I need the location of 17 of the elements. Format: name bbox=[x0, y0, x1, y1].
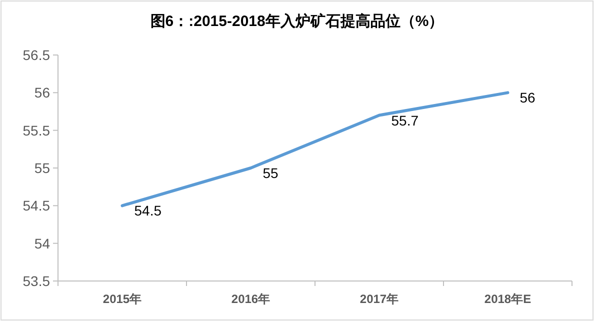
y-tick-label: 55.5 bbox=[22, 122, 50, 138]
x-tick-label: 2016年 bbox=[231, 292, 270, 306]
data-label: 56 bbox=[520, 90, 536, 106]
line-series bbox=[120, 91, 510, 208]
y-tick-label: 54 bbox=[34, 235, 50, 252]
y-tick-label: 54.5 bbox=[22, 198, 50, 214]
data-label: 55.7 bbox=[391, 112, 419, 128]
x-tick-label: 2017年 bbox=[360, 292, 399, 306]
y-tick-label: 53.5 bbox=[22, 273, 50, 289]
x-tick-label: 2018年E bbox=[484, 292, 532, 306]
y-tick-label: 56 bbox=[34, 84, 50, 101]
y-tick-label: 55 bbox=[34, 160, 50, 176]
y-tick-label: 56.5 bbox=[22, 47, 50, 63]
data-label: 54.5 bbox=[134, 202, 162, 219]
data-label: 55 bbox=[262, 165, 279, 181]
x-tick-label: 2015年 bbox=[102, 292, 142, 306]
chart-title: 图6：:2015-2018年入炉矿石提高品位（%） bbox=[150, 12, 444, 30]
